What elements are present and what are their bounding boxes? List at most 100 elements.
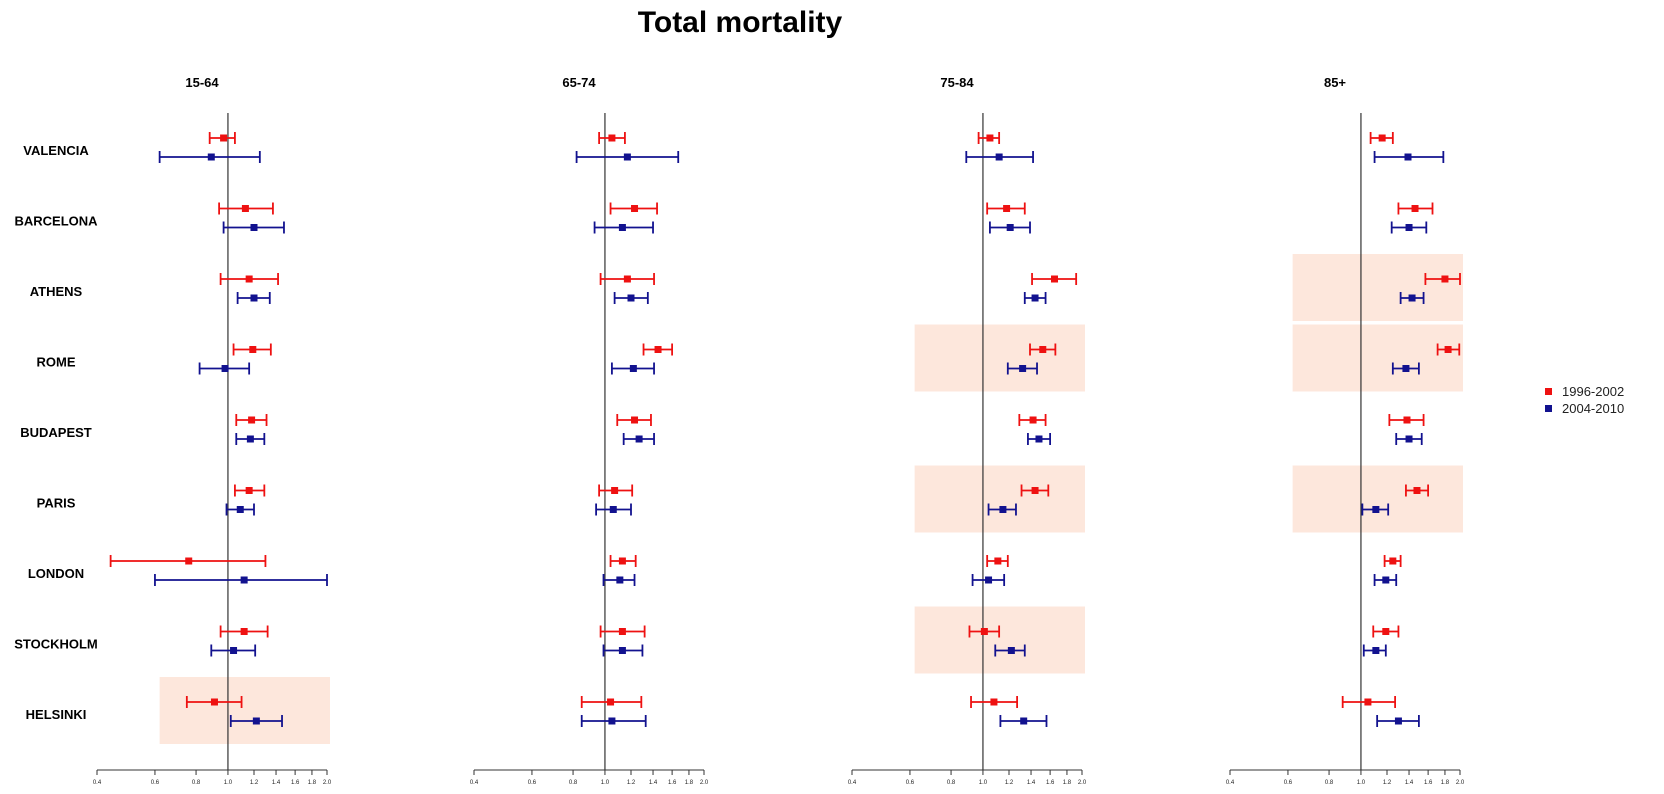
x-tick-label: 1.0 bbox=[224, 780, 233, 786]
estimate-budapest-p1 bbox=[1018, 414, 1047, 426]
point-estimate bbox=[240, 628, 248, 635]
estimate-rome-p1 bbox=[1436, 343, 1461, 356]
estimate-budapest-p1 bbox=[616, 414, 652, 426]
estimate-valencia-p1 bbox=[208, 132, 236, 144]
point-estimate bbox=[1003, 205, 1011, 212]
x-tick-label: 1.6 bbox=[1424, 780, 1433, 786]
point-estimate bbox=[1039, 346, 1047, 353]
estimate-london-p1 bbox=[1383, 555, 1402, 567]
city-label: ATHENS bbox=[30, 284, 83, 299]
x-tick-label: 1.0 bbox=[979, 780, 988, 786]
estimate-helsinki-p2 bbox=[229, 715, 283, 727]
point-estimate bbox=[995, 153, 1003, 161]
estimate-london-p2 bbox=[971, 574, 1006, 586]
x-tick-label: 1.8 bbox=[1063, 780, 1072, 786]
estimate-paris-p1 bbox=[234, 484, 266, 497]
panel-title: 75-84 bbox=[940, 75, 974, 90]
estimate-stockholm-p2 bbox=[1362, 644, 1387, 657]
point-estimate bbox=[1031, 294, 1039, 302]
point-estimate bbox=[1007, 647, 1015, 654]
estimate-london-p2 bbox=[602, 574, 636, 586]
point-estimate bbox=[631, 416, 639, 424]
estimate-rome-p2 bbox=[611, 362, 655, 375]
point-estimate bbox=[1382, 628, 1390, 635]
highlight-box bbox=[1292, 254, 1463, 321]
estimate-barcelona-p2 bbox=[989, 221, 1031, 234]
x-tick-label: 1.6 bbox=[291, 780, 300, 786]
estimate-barcelona-p1 bbox=[609, 202, 658, 215]
point-estimate bbox=[1444, 346, 1452, 353]
city-label: ROME bbox=[37, 355, 76, 370]
point-estimate bbox=[1389, 557, 1397, 565]
point-estimate bbox=[623, 153, 631, 161]
estimate-london-p1 bbox=[109, 555, 267, 567]
point-estimate bbox=[627, 294, 635, 302]
x-tick-label: 1.2 bbox=[1383, 780, 1392, 786]
estimate-london-p2 bbox=[154, 574, 328, 586]
estimate-stockholm-p2 bbox=[994, 644, 1026, 657]
point-estimate bbox=[1402, 365, 1410, 372]
x-tick-label: 2.0 bbox=[1078, 780, 1087, 786]
x-tick-label: 0.4 bbox=[93, 780, 102, 786]
point-estimate bbox=[1029, 416, 1037, 424]
estimate-barcelona-p1 bbox=[986, 202, 1026, 215]
point-estimate bbox=[618, 557, 626, 565]
x-tick-label: 1.0 bbox=[601, 780, 610, 786]
panel-15-64: 15-64 0.4 0.6 0.8 1.0 1.2 1.4 1.6 1.8 2.0 bbox=[93, 75, 332, 786]
point-estimate bbox=[618, 647, 626, 654]
estimate-barcelona-p1 bbox=[218, 202, 274, 215]
x-tick-label: 0.4 bbox=[848, 780, 857, 786]
estimate-athens-p2 bbox=[1023, 292, 1047, 304]
point-estimate bbox=[623, 275, 631, 283]
x-tick-label: 1.2 bbox=[250, 780, 259, 786]
panel-85plus: 85+ 0.4 0.6 0.8 1.0 1.2 1.4 1.6 1.8 2.0 bbox=[1226, 75, 1465, 786]
point-estimate bbox=[1405, 435, 1413, 443]
estimate-budapest-p2 bbox=[1395, 433, 1423, 445]
estimate-valencia-p2 bbox=[1373, 151, 1445, 163]
estimate-paris-p1 bbox=[598, 484, 634, 497]
x-tick-label: 2.0 bbox=[700, 780, 709, 786]
point-estimate bbox=[236, 506, 244, 513]
x-tick-label: 1.8 bbox=[1441, 780, 1450, 786]
chart-title: Total mortality bbox=[638, 6, 843, 39]
estimate-barcelona-p1 bbox=[1397, 202, 1434, 215]
estimate-london-p1 bbox=[609, 555, 637, 567]
point-estimate bbox=[1411, 205, 1419, 212]
estimate-london-p2 bbox=[1373, 574, 1398, 586]
city-label: BARCELONA bbox=[14, 214, 98, 229]
point-estimate bbox=[618, 224, 626, 231]
point-estimate bbox=[1403, 416, 1411, 424]
x-tick-label: 1.2 bbox=[627, 780, 636, 786]
point-estimate bbox=[999, 506, 1007, 513]
estimate-athens-p2 bbox=[236, 292, 271, 304]
estimate-valencia-p2 bbox=[965, 151, 1034, 163]
estimate-paris-p2 bbox=[225, 503, 255, 516]
point-estimate bbox=[1051, 275, 1059, 283]
estimate-budapest-p1 bbox=[1388, 414, 1425, 426]
point-estimate bbox=[250, 294, 258, 302]
legend-swatch bbox=[1545, 405, 1552, 412]
x-tick-label: 2.0 bbox=[1456, 780, 1465, 786]
estimate-paris-p1 bbox=[1020, 484, 1050, 497]
estimate-rome-p1 bbox=[232, 343, 272, 356]
estimate-valencia-p1 bbox=[598, 132, 626, 144]
point-estimate bbox=[220, 134, 228, 142]
estimate-rome-p1 bbox=[642, 343, 674, 356]
point-estimate bbox=[631, 205, 639, 212]
x-tick-label: 1.6 bbox=[668, 780, 677, 786]
x-tick-label: 0.6 bbox=[906, 780, 915, 786]
estimate-helsinki-p2 bbox=[999, 715, 1048, 727]
estimate-rome-p2 bbox=[1391, 362, 1420, 375]
estimate-helsinki-p1 bbox=[970, 696, 1019, 708]
panel-title: 15-64 bbox=[185, 75, 219, 90]
city-label: HELSINKI bbox=[26, 707, 87, 722]
point-estimate bbox=[1006, 224, 1014, 231]
legend: 1996-2002 2004-2010 bbox=[1545, 384, 1624, 416]
estimate-valencia-p1 bbox=[1369, 132, 1394, 144]
city-label: PARIS bbox=[37, 496, 76, 511]
x-tick-label: 0.8 bbox=[569, 780, 578, 786]
x-tick-label: 1.4 bbox=[272, 780, 281, 786]
estimate-helsinki-p1 bbox=[185, 696, 243, 708]
x-tick-label: 1.4 bbox=[1405, 780, 1414, 786]
estimate-rome-p1 bbox=[1029, 343, 1057, 356]
